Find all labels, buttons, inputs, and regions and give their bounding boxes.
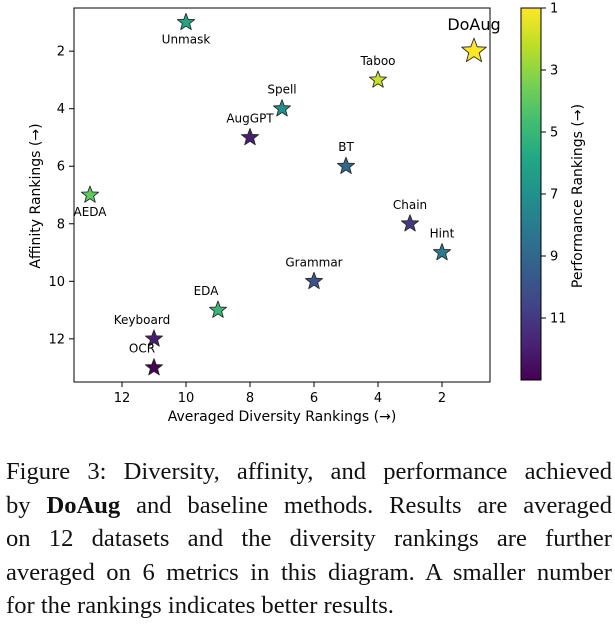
point-doaug xyxy=(461,37,487,63)
x-tick-label: 10 xyxy=(178,391,195,406)
point-label-unmask: Unmask xyxy=(162,32,211,46)
point-label-hint: Hint xyxy=(430,227,455,241)
y-tick-label: 6 xyxy=(57,160,65,175)
point-aeda xyxy=(80,185,100,203)
y-tick-label: 12 xyxy=(48,332,65,347)
colorbar-tick-label: 11 xyxy=(550,312,567,327)
y-axis-ticks: 2 4 6 8 10 12 xyxy=(48,45,74,347)
point-ocr xyxy=(144,358,164,376)
scatter-figure: 12 10 8 6 4 2 2 4 6 8 10 12 Unmask DoAug Taboo Spell A… xyxy=(28,2,586,426)
colorbar-tick-label: 7 xyxy=(550,188,558,203)
point-bt xyxy=(336,156,356,174)
x-tick-label: 12 xyxy=(114,391,131,406)
point-hint xyxy=(432,243,452,261)
point-taboo xyxy=(368,70,388,88)
y-axis-label: Affinity Rankings (→) xyxy=(28,123,44,268)
y-tick-label: 10 xyxy=(48,275,65,290)
point-grammar xyxy=(304,271,324,290)
caption-line: for the rankings indicates better result… xyxy=(6,592,394,619)
point-label-auggpt: AugGPT xyxy=(226,111,274,125)
caption-line: Figure 3: Diversity, affinity, and perfo… xyxy=(6,458,612,485)
x-tick-label: 4 xyxy=(374,391,382,406)
y-tick-label: 2 xyxy=(57,45,65,60)
point-spell xyxy=(272,99,292,117)
caption-method-name: DoAug xyxy=(46,491,121,519)
caption-text: and baseline methods. Results are averag… xyxy=(120,491,612,519)
colorbar-label: Performance Rankings (→) xyxy=(570,104,586,288)
point-label-grammar: Grammar xyxy=(285,255,342,269)
x-tick-label: 6 xyxy=(310,391,318,406)
colorbar-tick-label: 3 xyxy=(550,64,558,79)
point-label-eda: EDA xyxy=(194,284,220,298)
point-label-ocr: OCR xyxy=(129,342,155,356)
colorbar xyxy=(520,7,542,381)
point-eda xyxy=(208,300,228,318)
x-axis-ticks: 12 10 8 6 4 2 xyxy=(114,382,446,406)
caption-line: on 12 datasets and the diversity ranking… xyxy=(6,525,612,552)
x-tick-label: 8 xyxy=(246,391,254,406)
point-label-doaug: DoAug xyxy=(447,15,500,34)
x-tick-label: 2 xyxy=(438,391,446,406)
caption-line: by DoAug and baseline methods. Results a… xyxy=(6,489,612,523)
caption-line: averaged on 6 metrics in this diagram. A… xyxy=(6,558,612,586)
point-label-chain: Chain xyxy=(393,198,427,212)
point-auggpt xyxy=(240,128,260,146)
scatter-points: Unmask DoAug Taboo Spell AugGPT BT AEDA Chain Hi… xyxy=(73,12,501,376)
caption-text: by xyxy=(6,491,47,519)
y-tick-label: 8 xyxy=(57,217,65,232)
colorbar-tick-label: 9 xyxy=(550,250,558,265)
figure-caption: Figure 3: Diversity, affinity, and perfo… xyxy=(6,455,612,623)
y-tick-label: 4 xyxy=(57,102,65,117)
point-label-keyboard: Keyboard xyxy=(114,313,170,327)
colorbar-tick-label: 1 xyxy=(550,2,558,17)
point-label-spell: Spell xyxy=(267,83,296,97)
point-label-aeda: AEDA xyxy=(73,205,107,219)
point-keyboard xyxy=(144,329,164,347)
colorbar-tick-label: 5 xyxy=(550,126,558,141)
point-label-taboo: Taboo xyxy=(360,54,396,68)
plot-area xyxy=(73,7,491,383)
x-axis-label: Averaged Diversity Rankings (→) xyxy=(168,409,397,425)
colorbar-ticks: 1 3 5 7 9 11 xyxy=(541,2,567,327)
point-unmask xyxy=(176,12,196,31)
point-label-bt: BT xyxy=(338,140,354,154)
point-chain xyxy=(400,214,420,232)
